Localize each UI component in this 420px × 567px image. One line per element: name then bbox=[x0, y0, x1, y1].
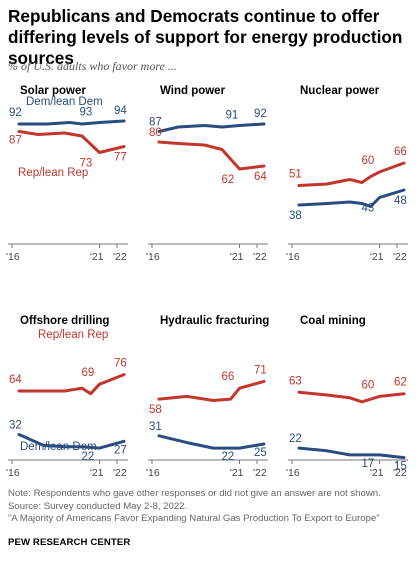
panel-title: Offshore drilling bbox=[20, 315, 109, 327]
x-tick-label: '16 bbox=[146, 467, 160, 479]
source-text: Source: Survey conducted May 2-8, 2022. bbox=[8, 500, 188, 512]
panel-title: Coal mining bbox=[300, 315, 366, 327]
data-label: 93 bbox=[80, 107, 93, 119]
data-label: 22 bbox=[222, 451, 235, 463]
rep-series-line bbox=[17, 130, 126, 154]
x-tick-label: '16 bbox=[146, 251, 160, 263]
panel-title: Wind power bbox=[160, 85, 226, 97]
data-label: 62 bbox=[222, 174, 235, 186]
data-label: 63 bbox=[289, 375, 302, 387]
data-label: 27 bbox=[114, 444, 127, 456]
data-label: 32 bbox=[9, 419, 22, 431]
rep-series-label: Rep/lean Rep bbox=[18, 167, 88, 179]
data-label: 87 bbox=[9, 135, 22, 147]
data-label: 25 bbox=[254, 447, 267, 459]
x-tick-label: '16 bbox=[6, 467, 20, 479]
panel-title: Nuclear power bbox=[300, 85, 380, 97]
rep-series-label: Rep/lean Rep bbox=[38, 329, 108, 341]
org-name: PEW RESEARCH CENTER bbox=[8, 537, 131, 548]
data-label: 91 bbox=[226, 110, 239, 122]
dem-series-label: Dem/lean Dem bbox=[26, 96, 103, 108]
rep-series-line bbox=[297, 390, 406, 404]
dem-series-line bbox=[297, 188, 406, 208]
data-label: 22 bbox=[82, 451, 95, 463]
data-label: 48 bbox=[394, 195, 407, 207]
data-label: 73 bbox=[80, 158, 93, 170]
data-label: 60 bbox=[362, 155, 375, 167]
note-text: Note: Respondents who gave other respons… bbox=[8, 488, 381, 499]
data-label: 92 bbox=[9, 107, 22, 119]
x-tick-label: '21 bbox=[90, 251, 104, 263]
data-label: 71 bbox=[254, 364, 267, 376]
data-label: 87 bbox=[149, 117, 162, 129]
dem-series-label: Dem/lean Dem bbox=[20, 441, 97, 453]
data-label: 60 bbox=[362, 379, 375, 391]
chart-subtitle: % of U.S. adults who favor more ... bbox=[8, 59, 177, 73]
rep-series-line bbox=[157, 140, 266, 171]
data-label: 94 bbox=[114, 105, 127, 117]
rep-series-line bbox=[157, 379, 266, 402]
data-label: 15 bbox=[394, 461, 407, 473]
data-label: 66 bbox=[394, 146, 407, 158]
dem-series-line bbox=[157, 434, 266, 450]
x-tick-label: '22 bbox=[253, 251, 267, 263]
x-tick-label: '22 bbox=[113, 251, 127, 263]
data-label: 51 bbox=[289, 169, 302, 181]
x-tick-label: '21 bbox=[230, 467, 244, 479]
chart-title: Republicans and Democrats continue to of… bbox=[8, 6, 403, 68]
x-tick-label: '22 bbox=[393, 467, 407, 479]
x-tick-label: '22 bbox=[113, 467, 127, 479]
data-label: 92 bbox=[254, 108, 267, 120]
data-label: 38 bbox=[289, 210, 302, 222]
x-tick-label: '21 bbox=[90, 467, 104, 479]
data-label: 31 bbox=[149, 421, 162, 433]
data-label: 64 bbox=[9, 374, 22, 386]
dem-series-line bbox=[157, 122, 266, 133]
data-label: 77 bbox=[114, 152, 127, 164]
data-label: 69 bbox=[82, 367, 95, 379]
rep-series-line bbox=[17, 373, 126, 396]
x-tick-label: '21 bbox=[230, 251, 244, 263]
x-tick-label: '16 bbox=[6, 251, 20, 263]
data-label: 22 bbox=[289, 433, 302, 445]
notes-block: Note: Respondents who gave other respons… bbox=[8, 488, 381, 526]
rep-series-line bbox=[297, 161, 406, 187]
report-title: “A Majority of Americans Favor Expanding… bbox=[8, 513, 380, 524]
panel-title: Solar power bbox=[20, 85, 86, 97]
data-label: 64 bbox=[254, 171, 267, 183]
data-label: 62 bbox=[394, 377, 407, 389]
dem-series-line bbox=[17, 433, 126, 450]
data-label: 43 bbox=[362, 203, 375, 215]
x-tick-label: '16 bbox=[286, 467, 300, 479]
x-tick-label: '21 bbox=[370, 467, 384, 479]
dem-series-line bbox=[297, 446, 406, 460]
dem-series-line bbox=[17, 119, 126, 126]
data-label: 66 bbox=[222, 371, 235, 383]
x-tick-label: '22 bbox=[253, 467, 267, 479]
data-label: 58 bbox=[149, 404, 162, 416]
data-label: 76 bbox=[114, 358, 127, 370]
data-label: 17 bbox=[362, 458, 375, 470]
x-tick-label: '21 bbox=[370, 251, 384, 263]
x-tick-label: '22 bbox=[393, 251, 407, 263]
data-label: 80 bbox=[149, 127, 162, 139]
panel-title: Hydraulic fracturing bbox=[160, 315, 269, 327]
x-tick-label: '16 bbox=[286, 251, 300, 263]
